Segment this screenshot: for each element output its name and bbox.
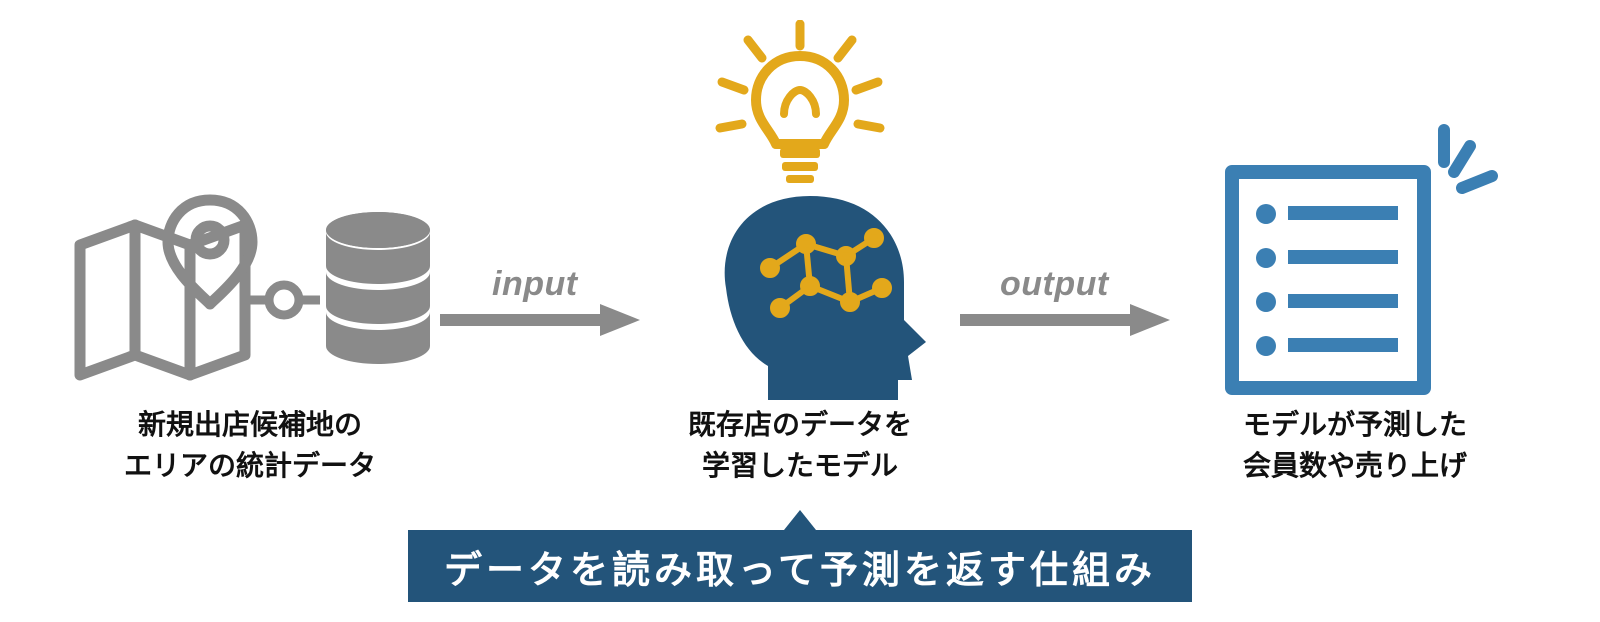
- report-icon: [1200, 118, 1520, 398]
- output-caption: モデルが予測した 会員数や売り上げ: [1195, 405, 1515, 486]
- output-caption-line2: 会員数や売り上げ: [1243, 450, 1467, 481]
- output-node: [1200, 118, 1520, 403]
- output-arrow-label: output: [1000, 265, 1170, 304]
- map-pin-icon: [168, 200, 252, 304]
- input-arrow: input: [440, 265, 640, 345]
- lightbulb-rays-icon: [720, 24, 880, 128]
- model-caption: 既存店のデータを 学習したモデル: [640, 405, 960, 486]
- report-rows-icon: [1256, 204, 1398, 356]
- lightbulb-icon: [756, 56, 844, 183]
- report-page-icon: [1232, 172, 1424, 388]
- model-caption-line1: 既存店のデータを: [688, 409, 912, 440]
- model-caption-line2: 学習したモデル: [702, 450, 898, 481]
- connector-icon: [248, 285, 320, 315]
- output-arrow: output: [960, 265, 1170, 345]
- source-caption-line2: エリアの統計データ: [124, 450, 376, 481]
- banner-pointer-icon: [784, 510, 816, 530]
- source-node: [70, 190, 430, 395]
- source-caption-line1: 新規出店候補地の: [138, 409, 362, 440]
- model-node: [660, 20, 940, 405]
- head-silhouette-icon: [725, 196, 926, 400]
- arrow-right-icon: [960, 300, 1170, 340]
- explainer-banner: データを読み取って予測を返す仕組み: [408, 530, 1192, 602]
- head-idea-icon: [660, 20, 940, 400]
- database-icon: [326, 212, 430, 364]
- diagram-stage: 新規出店候補地の エリアの統計データ input: [0, 0, 1600, 622]
- banner-text: データを読み取って予測を返す仕組み: [444, 539, 1156, 594]
- map-db-icon: [70, 190, 430, 390]
- source-caption: 新規出店候補地の エリアの統計データ: [70, 405, 430, 486]
- spark-icon: [1444, 130, 1492, 188]
- arrow-right-icon: [440, 300, 640, 340]
- output-caption-line1: モデルが予測した: [1243, 409, 1467, 440]
- input-arrow-label: input: [492, 265, 640, 304]
